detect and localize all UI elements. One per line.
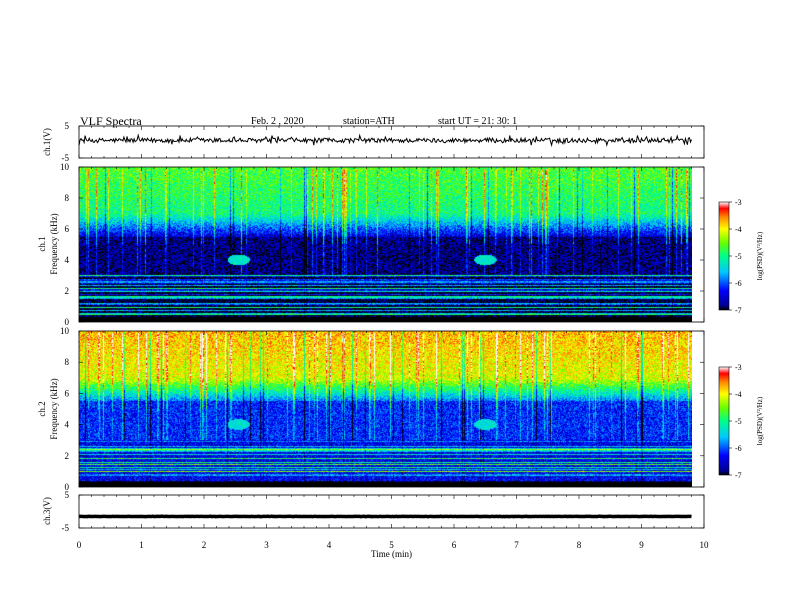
- y-tick-label: 2: [65, 451, 70, 461]
- colorbar-tick-label: -6: [735, 444, 742, 453]
- colorbar-label: log(PSD)(V²/Hz): [756, 396, 764, 445]
- y-tick-label: 10: [60, 326, 70, 336]
- ch1-ylabel: ch.1: [37, 236, 47, 251]
- y-tick-label: -5: [62, 153, 70, 163]
- y-tick-label: 0: [65, 317, 70, 327]
- date-label: Feb. 2 , 2020: [251, 116, 304, 127]
- x-tick-label: 3: [264, 540, 269, 550]
- colorbar-tick-label: -7: [735, 471, 742, 480]
- x-tick-label: 5: [389, 540, 394, 550]
- colorbar-tick-label: -4: [735, 225, 742, 234]
- chart-title: VLF Spectra: [80, 114, 142, 128]
- x-tick-label: 8: [577, 540, 582, 550]
- colorbar-tick-label: -4: [735, 390, 742, 399]
- colorbar-tick-label: -5: [735, 417, 742, 426]
- ch1-ylabel: ch.1(V): [42, 128, 52, 156]
- y-tick-label: -5: [62, 523, 70, 533]
- colorbar-label: log(PSD)(V²/Hz): [756, 231, 764, 280]
- colorbar-tick-label: -3: [735, 198, 742, 207]
- y-tick-label: 5: [65, 490, 70, 500]
- y-tick-label: 4: [65, 255, 70, 265]
- y-tick-label: 8: [65, 357, 70, 367]
- x-tick-label: 4: [327, 540, 332, 550]
- ch1-spectrogram-image: [79, 167, 692, 322]
- colorbar-tick-label: -5: [735, 252, 742, 261]
- colorbar-tick-label: -3: [735, 363, 742, 372]
- x-tick-label: 10: [700, 540, 710, 550]
- ch2-ylabel: Frequency (kHz): [49, 378, 59, 439]
- start-time-label: start UT = 21: 30: 1: [438, 116, 518, 127]
- y-tick-label: 10: [60, 162, 70, 172]
- colorbar-tick-label: -6: [735, 279, 742, 288]
- ch2-colorbar: [718, 366, 730, 476]
- x-tick-label: 1: [139, 540, 144, 550]
- y-tick-label: 4: [65, 420, 70, 430]
- x-tick-label: 2: [202, 540, 207, 550]
- x-tick-label: 7: [514, 540, 519, 550]
- x-tick-label: 9: [639, 540, 644, 550]
- y-tick-label: 0: [65, 482, 70, 492]
- ch3-waveform-line: [78, 514, 692, 519]
- ch3-ylabel: ch.3(V): [42, 497, 52, 525]
- x-tick-label: 0: [77, 540, 82, 550]
- y-tick-label: 2: [65, 286, 70, 296]
- ch1-colorbar: [718, 201, 730, 311]
- station-label: station=ATH: [343, 116, 395, 127]
- y-tick-label: 6: [65, 224, 70, 234]
- ch2-ylabel: ch.2: [37, 401, 47, 416]
- x-axis-label: Time (min): [371, 549, 412, 559]
- x-tick-label: 6: [452, 540, 457, 550]
- y-tick-label: 6: [65, 388, 70, 398]
- y-tick-label: 5: [65, 121, 70, 131]
- ch1-waveform-line: [78, 133, 692, 148]
- colorbar-tick-label: -7: [735, 306, 742, 315]
- y-tick-label: 8: [65, 193, 70, 203]
- panel-frame: [78, 494, 705, 529]
- ch1-ylabel: Frequency (kHz): [49, 213, 59, 274]
- ch2-spectrogram-image: [79, 331, 692, 487]
